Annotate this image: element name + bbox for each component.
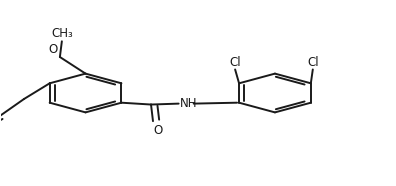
Text: CH₃: CH₃ [51,27,73,40]
Text: Cl: Cl [229,56,241,68]
Text: NH: NH [180,97,197,110]
Text: O: O [154,124,163,137]
Text: Cl: Cl [307,56,319,68]
Text: O: O [49,43,58,56]
